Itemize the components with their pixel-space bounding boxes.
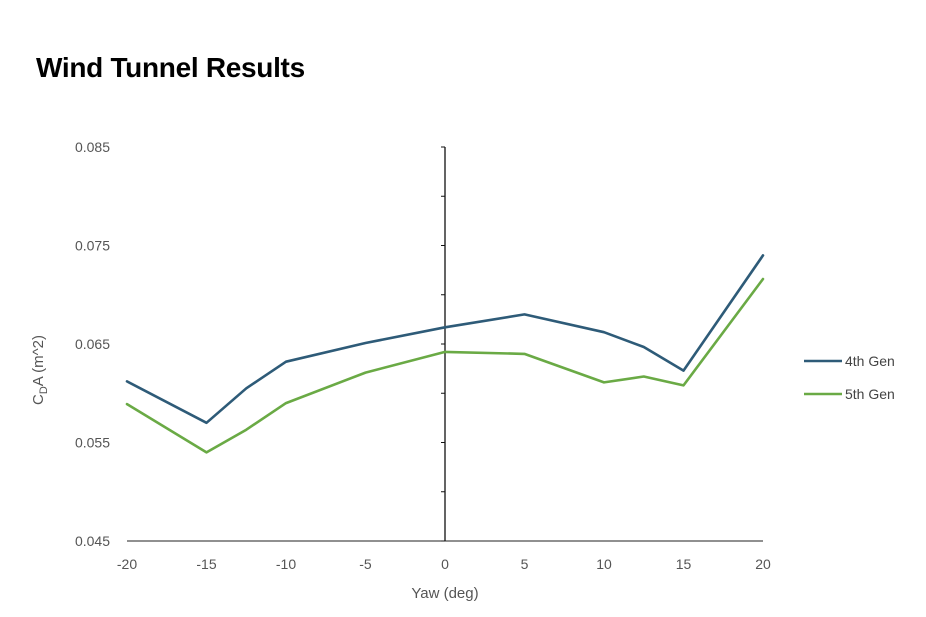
- x-tick-label: 15: [676, 556, 692, 572]
- y-tick-label: 0.075: [75, 238, 110, 254]
- y-tick-label: 0.055: [75, 435, 110, 451]
- y-tick-labels: 0.045 0.055 0.065 0.075 0.085: [75, 139, 110, 549]
- y-tick-label: 0.085: [75, 139, 110, 155]
- legend-label: 5th Gen: [845, 386, 895, 402]
- y-axis: [441, 146, 446, 542]
- x-tick-label: -15: [196, 556, 216, 572]
- x-tick-label: 0: [441, 556, 449, 572]
- x-tick-labels: -20 -15 -10 -5 0 5 10 15 20: [117, 556, 771, 572]
- y-tick-label: 0.065: [75, 336, 110, 352]
- series-line-1: [125, 254, 765, 425]
- x-tick-label: -10: [276, 556, 296, 572]
- y-axis-title-subscript: D: [38, 386, 50, 394]
- page-title: Wind Tunnel Results: [36, 52, 305, 83]
- legend-item-2[interactable]: 5th Gen: [804, 386, 895, 402]
- x-tick-label: -5: [359, 556, 372, 572]
- legend-label: 4th Gen: [845, 353, 895, 369]
- x-tick-label: -20: [117, 556, 137, 572]
- y-axis-title-main: C: [30, 394, 47, 405]
- legend[interactable]: 4th Gen 5th Gen: [804, 353, 895, 402]
- x-axis-title: Yaw (deg): [411, 585, 478, 602]
- series-lines: [125, 254, 765, 454]
- x-tick-label: 20: [755, 556, 771, 572]
- legend-item-1[interactable]: 4th Gen: [804, 353, 895, 369]
- y-axis-title-rest: A (m^2): [30, 335, 47, 386]
- x-tick-label: 5: [521, 556, 529, 572]
- x-tick-label: 10: [596, 556, 612, 572]
- y-tick-label: 0.045: [75, 533, 110, 549]
- y-axis-title: CDA (m^2): [30, 335, 50, 405]
- series-line-2: [125, 277, 765, 454]
